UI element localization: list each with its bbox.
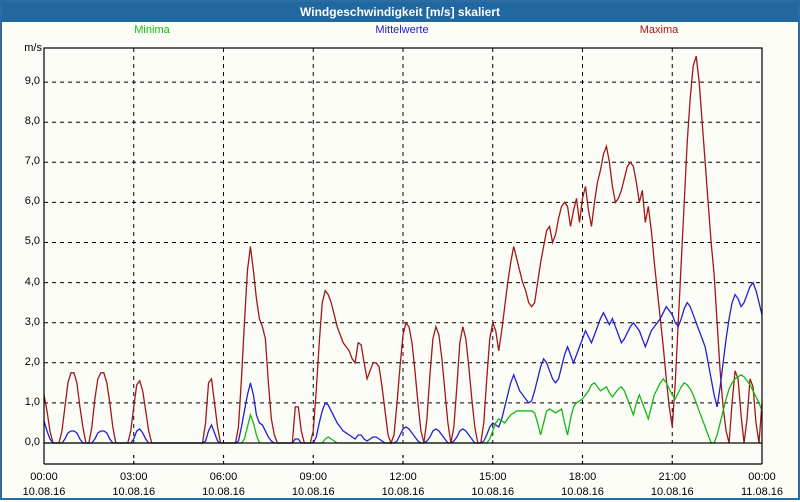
y-axis-tick-label: 5,0 [24,235,40,248]
x-axis-tick-time: 09:00 [299,471,328,483]
x-axis-tick-label: 09:00 10.08.16 [278,470,348,500]
legend-item-maxima: Maxima [639,24,679,36]
x-axis-tick-time: 00:00 [748,471,776,483]
x-axis-tick-label: 12:00 10.08.16 [368,470,438,500]
legend-item-minima: Minima [134,24,170,36]
page-title: Windgeschwindigkeit [m/s] skaliert [300,5,500,19]
x-axis-tick-label: 03:00 10.08.16 [99,470,169,500]
x-axis-tick-date: 11.08.16 [740,486,783,498]
x-axis-tick-label: 15:00 10.08.16 [458,470,528,500]
y-axis-unit-label: m/s [24,42,42,54]
x-axis-tick-label: 21:00 10.08.16 [637,470,707,500]
y-axis-tick-label: 8,0 [24,115,40,128]
x-axis-tick-time: 00:00 [30,471,58,483]
legend-item-mittelwerte: Mittelwerte [375,24,429,36]
axis-tick-marks [133,455,673,464]
x-axis-tick-date: 10.08.16 [650,486,694,498]
x-axis-tick-time: 06:00 [209,471,238,483]
x-axis-tick-time: 18:00 [568,471,597,483]
y-axis-tick-label: 1,0 [24,395,40,408]
x-axis-tick-date: 10.08.16 [471,486,515,498]
x-axis-tick-time: 15:00 [478,471,507,483]
x-axis-tick-date: 10.08.16 [291,486,335,498]
x-axis-tick-date: 10.08.16 [202,486,245,498]
x-axis-tick-date: 10.08.16 [112,486,156,498]
x-axis-tick-date: 10.08.16 [381,486,425,498]
x-axis-tick-label: 06:00 10.08.16 [189,470,259,500]
x-axis-tick-label: 18:00 10.08.16 [548,470,618,500]
y-axis-tick-label: 2,0 [24,355,40,368]
x-axis-tick-time: 03:00 [119,471,148,483]
window-titlebar: Windgeschwindigkeit [m/s] skaliert [2,2,798,22]
y-axis-tick-label: 6,0 [24,195,40,208]
x-axis-tick-date: 10.08.16 [22,486,66,498]
y-axis-tick-label: 0,0 [24,436,40,448]
y-axis-tick-label: 9,0 [24,75,40,88]
grid-lines [44,48,762,444]
x-axis-tick-time: 21:00 [658,471,687,483]
x-axis-tick-time: 12:00 [389,471,417,483]
chart-legend: Minima Mittelwerte Maxima [2,24,798,40]
y-axis-tick-label: 4,0 [24,275,40,288]
x-axis-tick-label: 00:00 11.08.16 [727,470,797,500]
y-axis-tick-label: 7,0 [24,155,40,168]
x-axis-tick-date: 10.08.16 [561,486,604,498]
y-axis-tick-label: 3,0 [24,315,40,328]
x-axis-tick-label: 00:00 10.08.16 [9,470,79,500]
